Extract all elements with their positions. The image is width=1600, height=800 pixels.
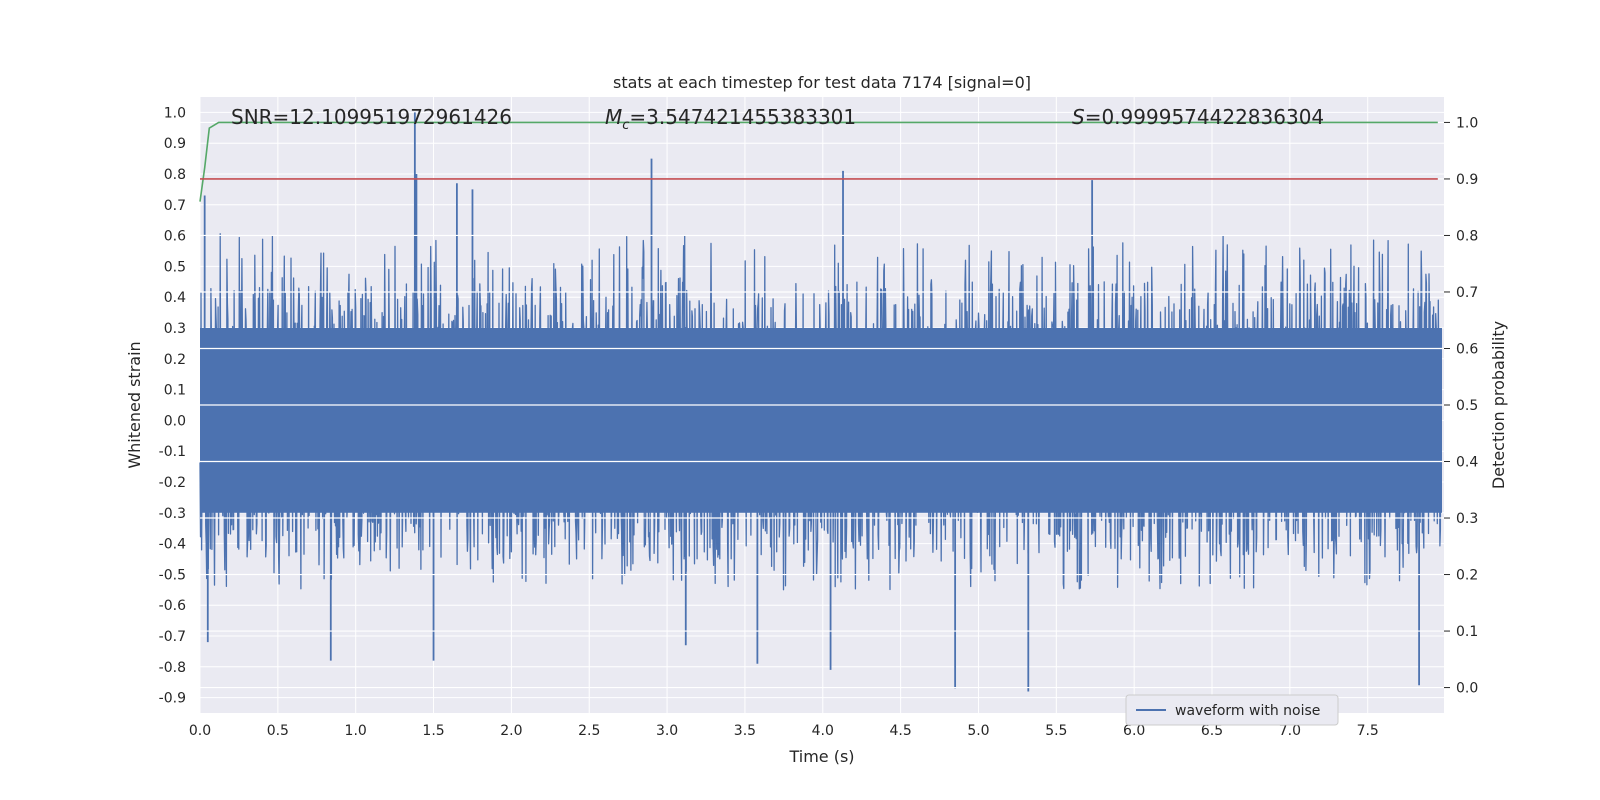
y2-tick-label: 0.3 [1456, 511, 1478, 527]
chart-title: stats at each timestep for test data 717… [613, 73, 1031, 92]
y2-axis-label: Detection probability [1489, 321, 1508, 489]
y-tick-label: -0.7 [159, 629, 186, 645]
waveform-core-band [200, 328, 1442, 513]
y2-tick-label: 0.9 [1456, 172, 1478, 188]
y-tick-label: 1.0 [164, 105, 186, 121]
y2-tick-label: 1.0 [1456, 115, 1478, 131]
snr-annotation: SNR=12.109951972961426 [231, 105, 512, 129]
x-tick-label: 0.5 [267, 723, 289, 739]
y-tick-label: 0.7 [164, 198, 186, 214]
y-tick-label: -0.2 [159, 475, 186, 491]
x-tick-label: 2.5 [578, 723, 600, 739]
y2-tick-label: 0.5 [1456, 398, 1478, 414]
probability-series [199, 121, 1444, 689]
x-tick-label: 7.5 [1357, 723, 1379, 739]
x-tick-label: 6.0 [1123, 723, 1145, 739]
score-value: =0.9999574422836304 [1085, 105, 1324, 129]
legend: waveform with noise [1125, 694, 1339, 726]
score-annotation: S=0.9999574422836304 [1072, 105, 1324, 129]
x-tick-label: 6.5 [1201, 723, 1223, 739]
legend-label-waveform: waveform with noise [1175, 703, 1320, 719]
waveform-series [199, 112, 1442, 692]
y-tick-label: -0.1 [159, 444, 186, 460]
y2-tick-label: 0.6 [1456, 341, 1478, 357]
y2-tick-label: 0.8 [1456, 228, 1478, 244]
y-tick-label: 0.1 [164, 383, 186, 399]
y-tick-label: -0.4 [159, 537, 186, 553]
y-tick-label: -0.9 [159, 691, 186, 707]
x-tick-label: 5.0 [967, 723, 989, 739]
axes: 0.0 0.5 1.0 1.5 2.0 2.5 3.0 3.5 4.0 4.5 5.0 5.5 6.0 6… [159, 105, 1479, 739]
y-tick-label: 0.6 [164, 229, 186, 245]
y-tick-label: 0.9 [164, 136, 186, 152]
legend-box [1125, 694, 1339, 726]
chirp-mass-value: =3.547421455383301 [629, 105, 856, 129]
y-tick-label: 0.8 [164, 167, 186, 183]
x-tick-label: 3.5 [734, 723, 756, 739]
y-tick-label: 0.0 [164, 413, 186, 429]
y-axis-label: Whitened strain [125, 341, 144, 468]
chirp-mass-symbol: M [605, 105, 622, 129]
y2-tick-label: 0.2 [1456, 568, 1478, 584]
x-tick-label: 1.5 [422, 723, 444, 739]
y-tick-label: -0.3 [159, 506, 186, 522]
y2-tick-label: 0.7 [1456, 285, 1478, 301]
y-tick-label: 0.3 [164, 321, 186, 337]
y-tick-label: 0.2 [164, 352, 186, 368]
y2-tick-label: 0.0 [1456, 681, 1478, 697]
x-tick-label: 7.0 [1279, 723, 1301, 739]
y2-tick-label: 0.4 [1456, 455, 1478, 471]
y2-tick-label: 0.1 [1456, 624, 1478, 640]
x-axis-label: Time (s) [788, 747, 854, 766]
y-tick-label: -0.5 [159, 567, 186, 583]
y-tick-label: 0.4 [164, 290, 186, 306]
chirp-mass-annotation: Mc=3.547421455383301 [605, 105, 856, 133]
y-tick-label: -0.8 [159, 660, 186, 676]
x-tick-label: 5.5 [1045, 723, 1067, 739]
y-tick-label: 0.5 [164, 259, 186, 275]
chirp-mass-subscript: c [622, 118, 629, 133]
score-symbol: S [1072, 105, 1085, 129]
x-tick-label: 4.0 [812, 723, 834, 739]
x-tick-label: 3.0 [656, 723, 678, 739]
x-tick-label: 1.0 [345, 723, 367, 739]
x-tick-label: 4.5 [889, 723, 911, 739]
x-tick-label: 0.0 [189, 723, 211, 739]
detection-probability-line [199, 121, 1438, 202]
y-tick-label: -0.6 [159, 598, 186, 614]
x-tick-label: 2.0 [500, 723, 522, 739]
